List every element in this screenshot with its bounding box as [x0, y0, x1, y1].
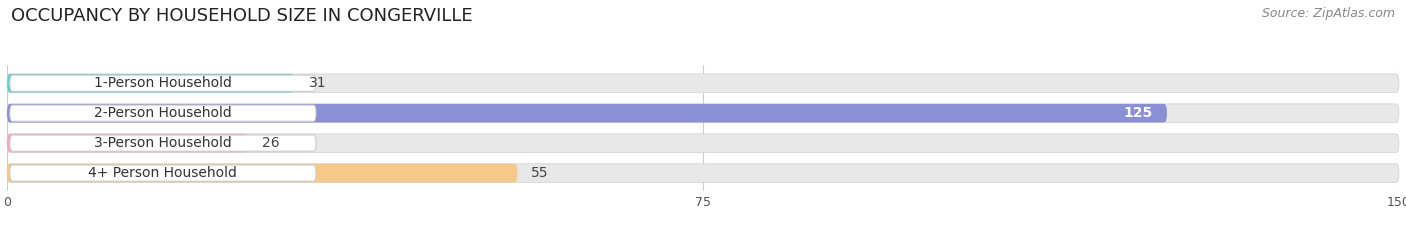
- Text: 4+ Person Household: 4+ Person Household: [89, 166, 238, 180]
- Text: 26: 26: [262, 136, 280, 150]
- Text: 3-Person Household: 3-Person Household: [94, 136, 232, 150]
- FancyBboxPatch shape: [7, 74, 1399, 93]
- FancyBboxPatch shape: [7, 74, 295, 93]
- Text: 31: 31: [308, 76, 326, 90]
- Text: 55: 55: [531, 166, 548, 180]
- FancyBboxPatch shape: [10, 105, 316, 121]
- Text: 125: 125: [1123, 106, 1153, 120]
- FancyBboxPatch shape: [7, 104, 1399, 123]
- FancyBboxPatch shape: [10, 165, 316, 181]
- FancyBboxPatch shape: [7, 164, 1399, 182]
- Text: OCCUPANCY BY HOUSEHOLD SIZE IN CONGERVILLE: OCCUPANCY BY HOUSEHOLD SIZE IN CONGERVIL…: [11, 7, 472, 25]
- FancyBboxPatch shape: [10, 75, 316, 91]
- FancyBboxPatch shape: [7, 134, 1399, 152]
- Text: 2-Person Household: 2-Person Household: [94, 106, 232, 120]
- FancyBboxPatch shape: [7, 134, 249, 152]
- Text: Source: ZipAtlas.com: Source: ZipAtlas.com: [1261, 7, 1395, 20]
- FancyBboxPatch shape: [10, 135, 316, 151]
- FancyBboxPatch shape: [7, 104, 1167, 123]
- Text: 1-Person Household: 1-Person Household: [94, 76, 232, 90]
- FancyBboxPatch shape: [7, 164, 517, 182]
